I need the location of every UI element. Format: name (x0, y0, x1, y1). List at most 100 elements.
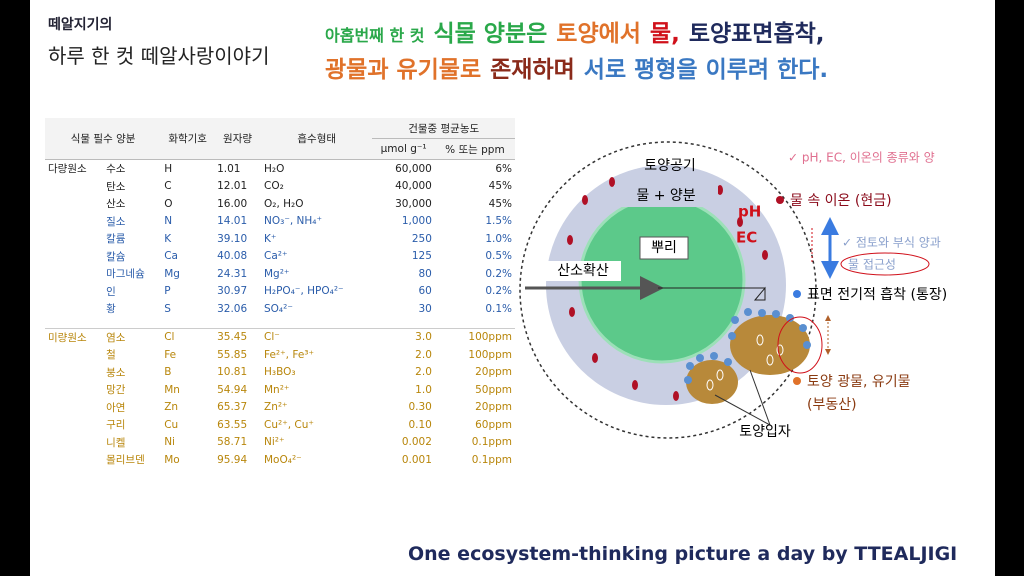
note: ✓ pH, EC, 이온의 종류와 양 (788, 151, 935, 165)
table-cell: 마그네슘 (106, 268, 145, 281)
table-cell: 2.0 (415, 348, 432, 361)
header-cell: % 또는 ppm (434, 138, 515, 160)
table-cell: 50ppm (475, 383, 512, 396)
table-cell: 0.001 (401, 453, 432, 466)
table-cell: N (164, 215, 173, 228)
table-cell: 0.30 (408, 401, 432, 414)
dot (776, 196, 784, 204)
table-row: 몰리브덴 Mo 95.94 MoO₄²⁻ 0.001 0.1ppm (45, 451, 515, 469)
table-cell: 철 (106, 349, 116, 362)
table-cell: 24.31 (217, 267, 248, 280)
table-cell: H₂PO₄⁻, HPO₄²⁻ (264, 285, 344, 298)
header-cell: 식물 필수 양분 (45, 118, 162, 160)
table-cell: 12.01 (217, 180, 248, 193)
table-row: 마그네슘 Mg 24.31 Mg²⁺ 80 0.2% (45, 265, 515, 283)
label-box (614, 185, 718, 207)
table-cell: S (164, 302, 171, 315)
table-cell: 1.01 (217, 162, 241, 175)
table-row: 황 S 32.06 SO₄²⁻ 30 0.1% (45, 300, 515, 318)
table-cell: 95.94 (217, 453, 248, 466)
table-cell: 칼륨 (106, 233, 126, 246)
nutrient-table: 식물 필수 양분 화학기호 원자량 흡수형태 건물중 평균농도 μmol g⁻¹… (45, 118, 515, 469)
table-row: 붕소 B 10.81 H₃BO₃ 2.0 20ppm (45, 364, 515, 382)
dot (793, 290, 801, 298)
table-cell: Cl⁻ (264, 331, 280, 344)
table-cell: P (164, 285, 171, 298)
table-cell: 0.2% (485, 267, 512, 280)
table-cell: K (164, 232, 172, 245)
table-cell: Mg (164, 267, 180, 280)
table-cell: 질소 (106, 215, 126, 228)
particles (684, 308, 811, 404)
table-cell: 0.2% (485, 285, 512, 298)
soil-air-ring (519, 141, 817, 439)
table-cell: 몰리브덴 (106, 454, 145, 467)
note: 물 접근성 (848, 258, 896, 272)
table-row: 철 Fe 55.85 Fe²⁺, Fe³⁺ 2.0 100ppm (45, 346, 515, 364)
table-row: 니켈 Ni 58.71 Ni²⁺ 0.002 0.1ppm (45, 434, 515, 452)
table-cell: Mn (164, 383, 180, 396)
table-cell: Fe²⁺, Fe³⁺ (264, 348, 315, 361)
table-cell: Cu (164, 418, 179, 431)
table-cell: 55.85 (217, 348, 248, 361)
label: 물 속 이온 (현금) (790, 193, 892, 209)
table-cell: 39.10 (217, 232, 248, 245)
marker (753, 286, 766, 301)
dot (793, 377, 801, 385)
table-cell: 0.1ppm (471, 453, 512, 466)
table-cell: 1.0 (415, 383, 432, 396)
table-cell: 16.00 (217, 197, 248, 210)
ions (567, 177, 768, 401)
table-row: 칼륨 K 39.10 K⁺ 250 1.0% (45, 230, 515, 248)
table-cell: 칼슘 (106, 250, 126, 263)
pointer (749, 369, 771, 426)
table-cell: 80 (418, 267, 432, 280)
table-row: 미량원소 염소 Cl 35.45 Cl⁻ 3.0 100ppm (45, 328, 515, 346)
title-segment: 토양에서 (556, 21, 641, 47)
header-cell: 원자량 (214, 118, 261, 160)
table-cell: 40.08 (217, 250, 248, 263)
group-label: 다량원소 (48, 163, 87, 176)
table-cell: K⁺ (264, 232, 277, 245)
table-row: 아연 Zn 65.37 Zn²⁺ 0.30 20ppm (45, 399, 515, 417)
table-cell: 45% (488, 197, 512, 210)
table-cell: 0.10 (408, 418, 432, 431)
table-cell: Fe (164, 348, 177, 361)
table-cell: H₂O (264, 162, 285, 175)
highlight (777, 316, 823, 374)
label: 토양공기 (644, 158, 696, 174)
label: 뿌리 (651, 240, 677, 256)
table-cell: 붕소 (106, 366, 126, 379)
table-cell: 니켈 (106, 436, 126, 449)
table-cell: 100ppm (468, 331, 512, 344)
note: ✓ 점토와 부식 양과 (842, 236, 941, 250)
table-cell: 60,000 (395, 162, 432, 175)
table-cell: 30.97 (217, 285, 248, 298)
table-cell: Mg²⁺ (264, 267, 290, 280)
title-segment: 존재하며 (490, 57, 575, 83)
label-box (545, 261, 621, 281)
brand: 떼알지기의 (48, 17, 113, 33)
table-cell: CO₂ (264, 180, 284, 193)
table-cell: Cl (164, 331, 175, 344)
table-cell: 0.002 (401, 436, 432, 449)
table-cell: Zn (164, 401, 179, 414)
table-cell: 0.1% (485, 302, 512, 315)
table-cell: 3.0 (415, 331, 432, 344)
table-cell: Zn²⁺ (264, 401, 288, 414)
table-row: 다량원소 수소 H 1.01 H₂O 60,000 6% (45, 160, 515, 178)
group-label: 미량원소 (48, 331, 87, 344)
table-cell: 1,000 (401, 215, 432, 228)
table-cell: 2.0 (415, 366, 432, 379)
highlight (840, 252, 930, 276)
table-cell: 20ppm (475, 366, 512, 379)
table-cell: 63.55 (217, 418, 248, 431)
table-cell: 30,000 (395, 197, 432, 210)
table-cell: 탄소 (106, 180, 126, 193)
table-cell: SO₄²⁻ (264, 302, 293, 315)
table-cell: 14.01 (217, 215, 248, 228)
label: 산소확산 (557, 263, 609, 279)
table-cell: 염소 (106, 331, 126, 344)
table-row: 산소 O 16.00 O₂, H₂O 30,000 45% (45, 195, 515, 213)
table-cell: H₃BO₃ (264, 366, 296, 379)
